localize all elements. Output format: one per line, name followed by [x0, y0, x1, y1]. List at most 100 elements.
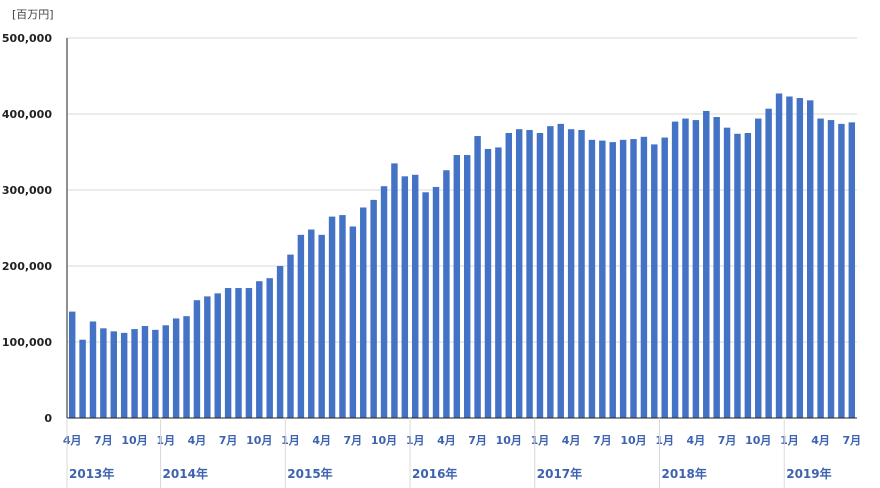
x-tick-label: 10月	[246, 434, 272, 447]
bar	[817, 118, 824, 418]
x-tick-label: 4月	[437, 434, 456, 447]
bar	[609, 142, 616, 418]
year-label: 2018年	[662, 466, 707, 481]
x-tick-label: 4月	[312, 434, 331, 447]
bar	[619, 139, 627, 418]
x-tick-label: 4月	[562, 434, 581, 447]
x-tick-label: 1月	[780, 434, 799, 447]
bar	[276, 266, 284, 418]
bar	[744, 133, 752, 418]
bar	[827, 120, 835, 418]
bar	[453, 155, 461, 419]
bar	[214, 293, 221, 418]
bar	[162, 325, 169, 418]
x-tick-label: 10月	[371, 434, 397, 447]
bar	[651, 144, 658, 418]
y-tick-label: 200,000	[2, 260, 52, 273]
bar	[266, 278, 273, 418]
bar	[838, 123, 845, 418]
x-tick-label: 10月	[121, 434, 147, 447]
bar	[172, 318, 180, 418]
bar	[204, 296, 211, 418]
bar	[235, 288, 242, 418]
bar	[671, 121, 679, 418]
bar	[370, 199, 377, 418]
x-tick-label: 7月	[94, 434, 113, 447]
bar	[796, 98, 804, 418]
bar	[224, 288, 232, 418]
x-tick-label: 10月	[620, 434, 646, 447]
x-tick-label: 10月	[745, 434, 771, 447]
bar	[588, 139, 596, 418]
y-axis-unit-label: [百万円]	[12, 8, 54, 21]
bar	[775, 93, 783, 418]
year-label: 2016年	[412, 466, 457, 481]
x-axis-year-labels: 2013年 2014年 2015年 2016年 2017年 2018年 2019年	[66, 418, 832, 488]
bar	[79, 339, 86, 418]
x-tick-label: 7月	[593, 434, 612, 447]
bar	[110, 331, 117, 418]
x-tick-label: 7月	[219, 434, 238, 447]
bar	[484, 148, 492, 418]
bar	[401, 176, 409, 418]
year-label: 2017年	[537, 466, 582, 481]
bar	[786, 96, 793, 419]
bar	[536, 133, 544, 418]
x-tick-label: 4月	[687, 434, 706, 447]
bar	[318, 234, 325, 418]
bar	[297, 234, 305, 418]
x-tick-label: 1月	[655, 434, 674, 447]
bar	[661, 137, 668, 418]
y-tick-label: 500,000	[2, 32, 52, 45]
y-tick-label: 0	[44, 412, 52, 425]
bar	[765, 108, 772, 419]
bar	[848, 122, 856, 419]
x-axis-month-ticks: 4月 7月 10月 1月 4月 7月 10月 1月 4月 7月 10月 1月 4月 7月 10月 1月 4月 7月…	[63, 434, 861, 447]
axes	[66, 38, 857, 419]
bar	[723, 127, 731, 419]
bar	[287, 254, 294, 418]
y-tick-label: 400,000	[2, 108, 52, 121]
bar	[120, 332, 128, 418]
bar	[100, 328, 107, 418]
bar	[807, 100, 814, 418]
y-tick-label: 300,000	[2, 184, 52, 197]
x-tick-label: 7月	[468, 434, 487, 447]
bar	[557, 123, 564, 418]
bar	[630, 139, 637, 418]
bar	[380, 186, 388, 418]
bar	[360, 207, 367, 418]
bar	[328, 216, 336, 418]
year-label: 2015年	[287, 466, 332, 481]
bar	[193, 300, 201, 418]
bar	[547, 126, 554, 418]
bar	[131, 329, 138, 418]
bar	[682, 118, 689, 418]
bar	[567, 129, 575, 418]
bar	[152, 329, 159, 418]
bars	[68, 93, 856, 419]
year-label: 2014年	[163, 466, 208, 481]
bar	[68, 311, 76, 418]
x-tick-label: 7月	[344, 434, 363, 447]
bar	[443, 170, 450, 418]
bar	[505, 133, 512, 418]
bar	[692, 120, 700, 418]
x-tick-label: 4月	[63, 434, 82, 447]
bar	[474, 136, 481, 419]
x-tick-label: 7月	[842, 434, 861, 447]
bar	[183, 316, 190, 418]
bar	[578, 129, 585, 418]
year-label: 2013年	[69, 466, 114, 481]
bar	[515, 129, 523, 418]
bar	[432, 186, 440, 418]
x-tick-label: 4月	[188, 434, 207, 447]
bar	[89, 321, 97, 418]
x-tick-label: 7月	[718, 434, 737, 447]
x-tick-label: 1月	[281, 434, 300, 447]
x-tick-label: 1月	[156, 434, 175, 447]
bar	[308, 229, 315, 418]
bar	[734, 133, 741, 418]
bar	[391, 163, 398, 418]
